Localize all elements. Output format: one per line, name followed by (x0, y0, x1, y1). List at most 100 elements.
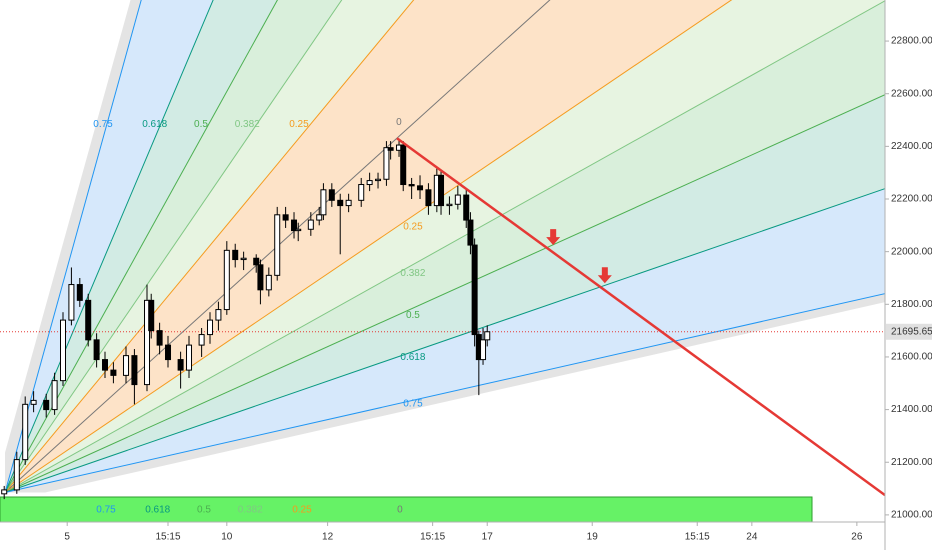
candle-body (131, 355, 138, 386)
y-tick-label: 21400.00 (891, 404, 932, 415)
candle-body (110, 369, 117, 376)
candle-body (30, 399, 37, 405)
candle-body (240, 257, 247, 261)
fan-strip-label: 0.5 (197, 505, 211, 516)
fan-level-label: 0.382 (400, 268, 425, 279)
candle-body (123, 355, 130, 376)
candle-body (265, 274, 272, 291)
fan-label-strip (0, 496, 813, 522)
y-tick-label: 21200.00 (891, 457, 932, 468)
candle-body (463, 194, 470, 221)
candle-body (85, 299, 92, 341)
candle-body (51, 380, 58, 411)
arrow-marker (546, 229, 561, 246)
y-tick-label: 22000.00 (891, 246, 932, 257)
candle-body (454, 194, 461, 205)
candle-body (408, 184, 415, 187)
fan-level-label: 0.5 (406, 310, 420, 321)
fan-strip-label: 0.25 (292, 505, 312, 516)
candle-body (60, 319, 67, 382)
trend-line (396, 137, 885, 497)
candle-body (484, 331, 491, 341)
fan-strip-label: 0 (397, 505, 403, 516)
candle-body (282, 214, 289, 221)
candle-body (274, 214, 281, 276)
x-tick-label: 19 (587, 532, 599, 543)
x-tick-label: 24 (746, 532, 758, 543)
candle-body (366, 180, 373, 186)
candle-body (446, 203, 453, 207)
y-tick-label: 21000.00 (891, 510, 932, 521)
fan-level-label: 0.25 (403, 221, 423, 232)
y-tick-label: 22800.00 (891, 36, 932, 47)
candle-body (22, 403, 29, 461)
x-tick-label: 26 (851, 532, 863, 543)
candle-body (383, 147, 390, 180)
candle-body (1, 489, 8, 495)
candle-body (438, 174, 445, 207)
x-tick-label: 10 (221, 532, 233, 543)
candle-body (186, 344, 193, 371)
y-tick-label: 21600.00 (891, 352, 932, 363)
fan-level-label: 0.75 (403, 399, 423, 410)
candle-body (417, 185, 424, 191)
fan-strip-label: 0.618 (145, 505, 170, 516)
last-price-label: 21695.65 (891, 326, 932, 337)
candle-body (144, 299, 151, 386)
fan-level-label: 0.618 (142, 119, 167, 130)
candle-body (480, 339, 487, 361)
last-price-tag (886, 323, 932, 340)
fan-level-label: 0.5 (194, 119, 208, 130)
candle-body (471, 244, 478, 336)
candle-body (68, 284, 75, 321)
x-tick-label: 17 (482, 532, 494, 543)
candle-body (320, 189, 327, 216)
candle-body (177, 359, 184, 371)
fan-level-label: 0.75 (93, 119, 113, 130)
y-tick-label: 22600.00 (891, 88, 932, 99)
fan-level-label: 0.25 (289, 119, 309, 130)
x-tick-label: 5 (64, 532, 70, 543)
candle-body (215, 309, 222, 321)
candle-body (400, 144, 407, 186)
fan-strip-label: 0.75 (96, 505, 116, 516)
candle-body (316, 214, 323, 221)
candle-body (295, 228, 302, 232)
fan-strip-label: 0.382 (238, 505, 263, 516)
candle-body (358, 184, 365, 201)
fan-level-label: 0.618 (400, 352, 425, 363)
candle-body (257, 264, 264, 291)
candle-body (198, 334, 205, 346)
y-tick-label: 21800.00 (891, 299, 932, 310)
x-tick-label: 15:15 (420, 532, 445, 543)
candle-body (328, 189, 335, 201)
candle-body (253, 257, 260, 266)
y-tick-label: 22400.00 (891, 141, 932, 152)
candle-body (13, 459, 20, 491)
candle-body (76, 284, 83, 301)
candle-body (425, 189, 432, 207)
x-tick-label: 15:15 (155, 532, 180, 543)
candle-body (232, 249, 239, 261)
y-tick-label: 22200.00 (891, 194, 932, 205)
candle-body (148, 299, 155, 332)
plot-area: 0 0.25 0.25 0.382 0.382 0.5 0.5 0.618 0.618 0.75 0… (0, 0, 885, 522)
candle-body (223, 249, 230, 311)
fan-level-label: 0 (396, 117, 402, 128)
x-tick-label: 15:15 (685, 532, 710, 543)
x-tick-label: 12 (322, 532, 334, 543)
candle-body (337, 199, 344, 207)
candle-body (467, 219, 474, 246)
fan-level-label: 0.382 (235, 119, 260, 130)
arrow-marker (597, 267, 612, 284)
candle-body (156, 330, 163, 346)
candle-body (345, 199, 352, 207)
candle-body (387, 147, 394, 151)
candle-body (375, 178, 382, 182)
candle-body (307, 219, 314, 230)
candle-body (43, 399, 50, 411)
candle-body (102, 359, 109, 371)
